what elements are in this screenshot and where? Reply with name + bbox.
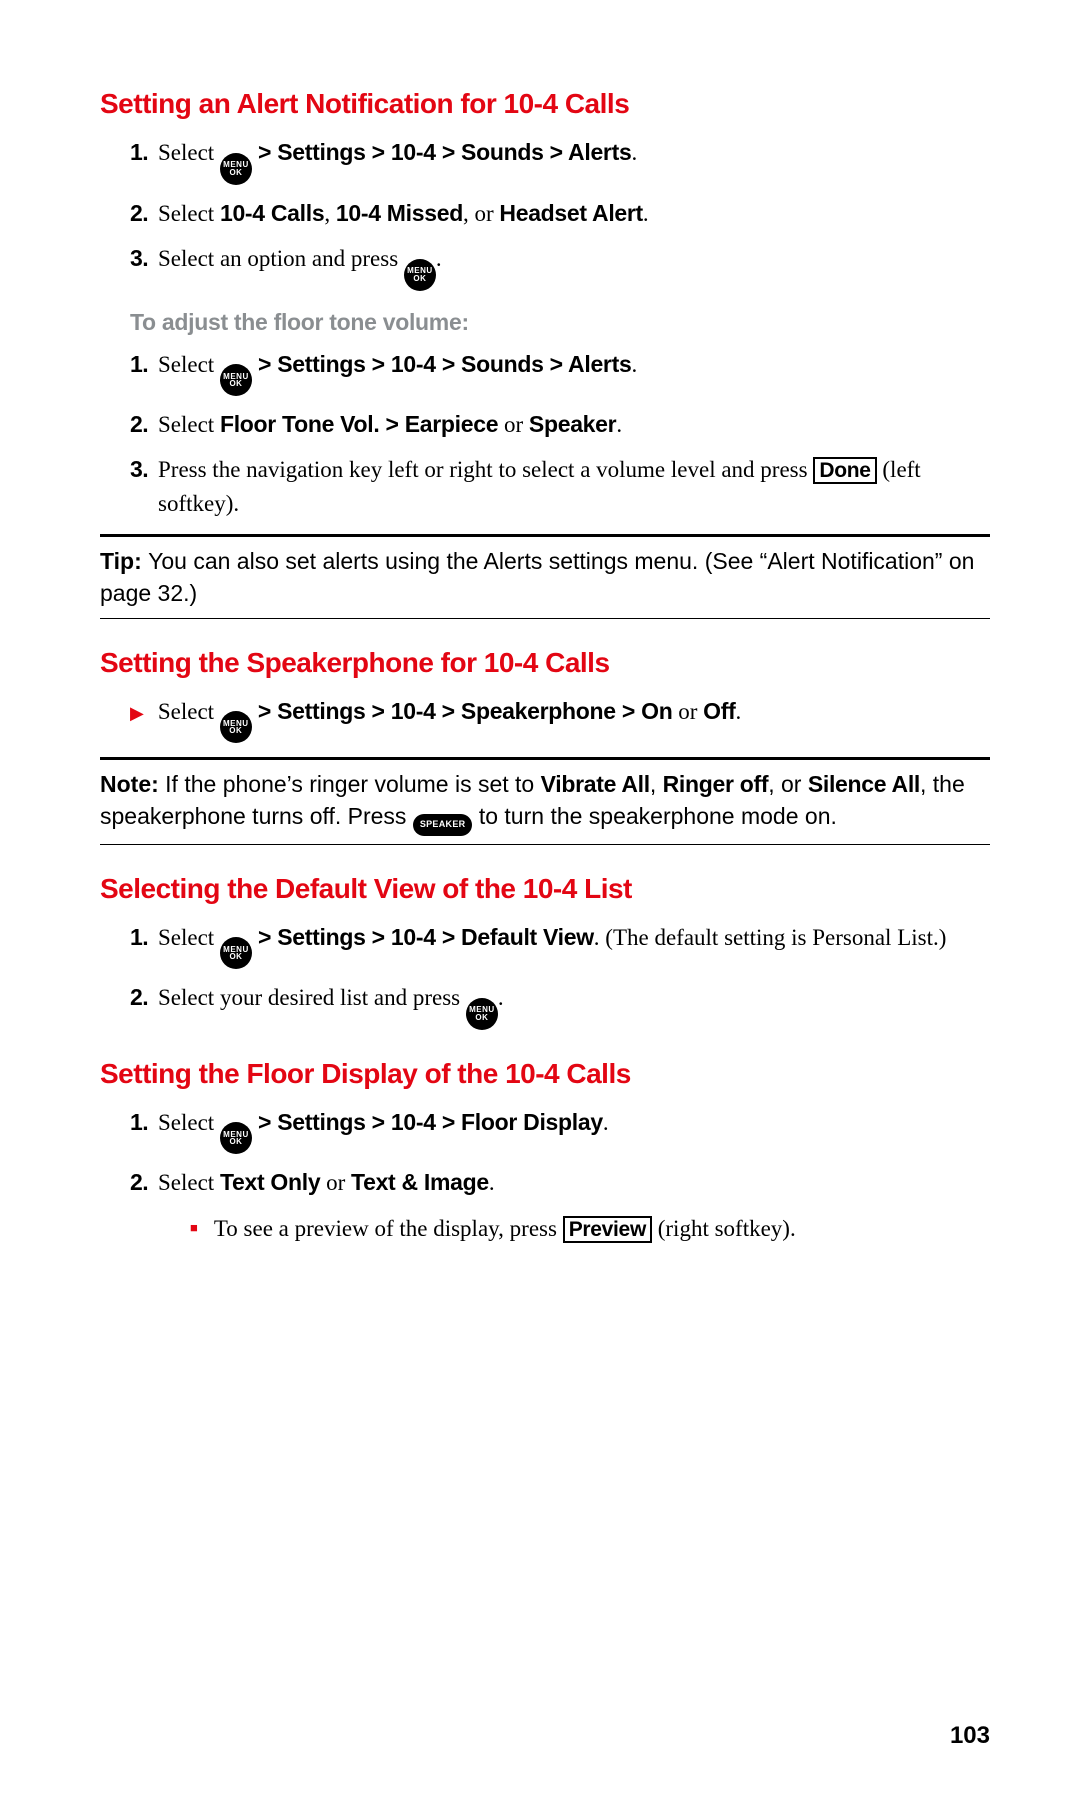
text: or: [498, 412, 529, 437]
menu-path: > Settings > 10-4 > Default View: [252, 924, 594, 950]
note-box: Note: If the phone’s ringer volume is se…: [100, 768, 990, 835]
step-1-2: 2. Select 10-4 Calls, 10-4 Missed, or He…: [130, 197, 990, 230]
step-1b-3: 3. Press the navigation key left or righ…: [130, 453, 990, 520]
option: Silence All: [808, 771, 920, 797]
text: .: [436, 246, 442, 271]
step-number: 1.: [130, 921, 158, 954]
step-number: 1.: [130, 136, 158, 169]
divider: [100, 844, 990, 845]
divider: [100, 618, 990, 619]
option: Off: [703, 698, 735, 724]
option: Vibrate All: [541, 771, 650, 797]
step-number: 1.: [130, 348, 158, 381]
divider: [100, 757, 990, 760]
menu-ok-icon: MENUOK: [220, 153, 252, 185]
manual-page: Setting an Alert Notification for 10-4 C…: [0, 0, 1080, 1313]
text: To see a preview of the display, press: [214, 1216, 563, 1241]
text: .: [643, 201, 649, 226]
text: .: [603, 1110, 609, 1135]
softkey-preview: Preview: [563, 1216, 652, 1243]
option: 10-4 Missed: [336, 200, 463, 226]
menu-path: > Settings > 10-4 > Speakerphone > On: [252, 698, 673, 724]
tip-text: You can also set alerts using the Alerts…: [100, 548, 974, 606]
text: . (The default setting is Personal List.…: [594, 925, 947, 950]
text: Select your desired list and press: [158, 985, 466, 1010]
text: .: [616, 412, 622, 437]
text: (right softkey).: [652, 1216, 796, 1241]
bullet-item: ▶ Select MENUOK > Settings > 10-4 > Spea…: [130, 695, 990, 744]
menu-path: > Settings > 10-4 > Sounds > Alerts: [252, 351, 631, 377]
menu-path: > Settings > 10-4 > Floor Display: [252, 1109, 603, 1135]
step-1b-2: 2. Select Floor Tone Vol. > Earpiece or …: [130, 408, 990, 441]
text: ,: [324, 201, 336, 226]
step-number: 1.: [130, 1106, 158, 1139]
text: .: [489, 1170, 495, 1195]
text: or: [672, 699, 703, 724]
heading-floor-display: Setting the Floor Display of the 10-4 Ca…: [100, 1058, 990, 1090]
heading-default-view: Selecting the Default View of the 10-4 L…: [100, 873, 990, 905]
text: .: [631, 352, 637, 377]
text: If the phone’s ringer volume is set to: [165, 771, 540, 797]
heading-alert-notification: Setting an Alert Notification for 10-4 C…: [100, 88, 990, 120]
step-1b-1: 1. Select MENUOK > Settings > 10-4 > Sou…: [130, 348, 990, 397]
option: Text Only: [220, 1169, 320, 1195]
text: ,: [650, 771, 663, 797]
menu-ok-icon: MENUOK: [220, 1122, 252, 1154]
text: , or: [463, 201, 499, 226]
text: Select: [158, 699, 220, 724]
step-number: 2.: [130, 1166, 158, 1199]
menu-ok-icon: MENUOK: [220, 364, 252, 396]
tip-box: Tip: You can also set alerts using the A…: [100, 545, 990, 609]
text: to turn the speakerphone mode on.: [472, 803, 836, 829]
step-number: 2.: [130, 981, 158, 1014]
text: Press the navigation key left or right t…: [158, 457, 813, 482]
triangle-bullet-icon: ▶: [130, 700, 144, 726]
tip-label: Tip:: [100, 548, 148, 574]
text: .: [631, 140, 637, 165]
option: Ringer off: [663, 771, 769, 797]
menu-ok-icon: MENUOK: [466, 998, 498, 1030]
text: Select: [158, 412, 220, 437]
subheading-floor-tone: To adjust the floor tone volume:: [130, 309, 990, 336]
option: Text & Image: [351, 1169, 489, 1195]
step-number: 3.: [130, 242, 158, 275]
text: Select: [158, 925, 220, 950]
step-number: 2.: [130, 408, 158, 441]
text: Select: [158, 201, 220, 226]
text: or: [320, 1170, 351, 1195]
step-1-3: 3. Select an option and press MENUOK.: [130, 242, 990, 291]
option: Speaker: [529, 411, 616, 437]
option: Floor Tone Vol. > Earpiece: [220, 411, 498, 437]
text: Select: [158, 1170, 220, 1195]
step-3-2: 2. Select your desired list and press ME…: [130, 981, 990, 1030]
text: Select an option and press: [158, 246, 404, 271]
step-1-1: 1. Select MENUOK > Settings > 10-4 > Sou…: [130, 136, 990, 185]
text: .: [498, 985, 504, 1010]
step-4-2: 2. Select Text Only or Text & Image.: [130, 1166, 990, 1199]
square-bullet-icon: ■: [190, 1219, 198, 1238]
menu-ok-icon: MENUOK: [404, 259, 436, 291]
sub-bullet: ■ To see a preview of the display, press…: [190, 1212, 990, 1245]
softkey-done: Done: [813, 457, 876, 484]
step-number: 3.: [130, 453, 158, 486]
step-number: 2.: [130, 197, 158, 230]
menu-ok-icon: MENUOK: [220, 711, 252, 743]
page-number: 103: [950, 1722, 990, 1750]
text: Select: [158, 1110, 220, 1135]
text: Select: [158, 140, 220, 165]
text: .: [735, 699, 741, 724]
speaker-key-icon: SPEAKER: [413, 814, 473, 836]
step-3-1: 1. Select MENUOK > Settings > 10-4 > Def…: [130, 921, 990, 970]
option: Headset Alert: [499, 200, 643, 226]
text: Select: [158, 352, 220, 377]
menu-path: > Settings > 10-4 > Sounds > Alerts: [252, 139, 631, 165]
menu-ok-icon: MENUOK: [220, 937, 252, 969]
option: 10-4 Calls: [220, 200, 324, 226]
heading-speakerphone: Setting the Speakerphone for 10-4 Calls: [100, 647, 990, 679]
note-label: Note:: [100, 771, 165, 797]
divider: [100, 534, 990, 537]
text: , or: [768, 771, 808, 797]
step-4-1: 1. Select MENUOK > Settings > 10-4 > Flo…: [130, 1106, 990, 1155]
